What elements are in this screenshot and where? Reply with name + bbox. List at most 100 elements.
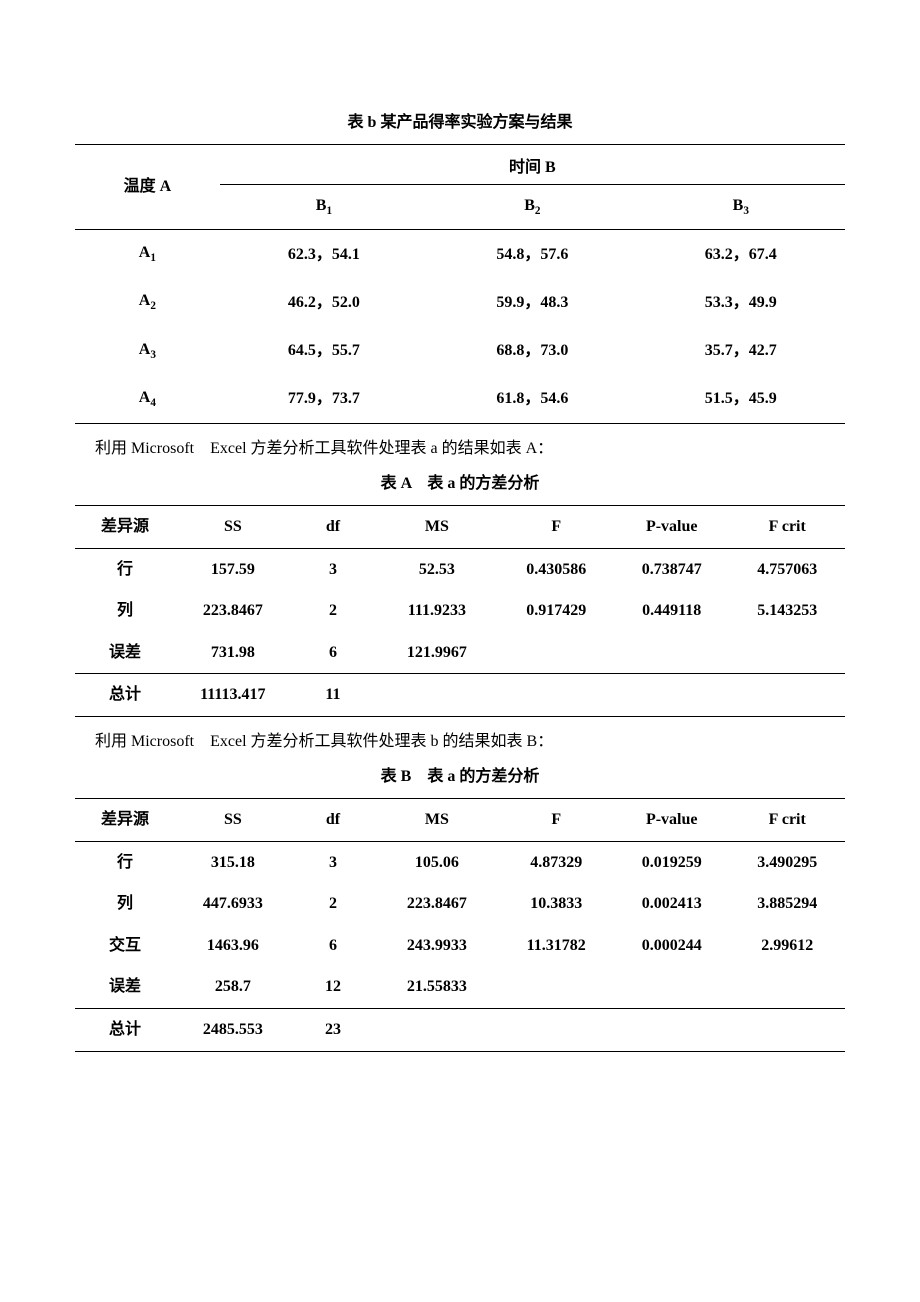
table-row-total: 总计 11113.417 11 — [75, 674, 845, 717]
col-b1: B1 — [220, 185, 428, 230]
cell — [729, 674, 845, 717]
cell: 3 — [291, 841, 376, 883]
table-b-data: 温度 A 时间 B B1 B2 B3 A1 62.3，54.1 54.8，57.… — [75, 144, 845, 424]
cell: 51.5，45.9 — [637, 375, 845, 424]
cell: 2 — [291, 883, 376, 925]
col-header: MS — [375, 505, 498, 548]
cell: 23 — [291, 1009, 376, 1052]
cell — [614, 1009, 730, 1052]
row-label: A3 — [75, 327, 220, 375]
cell: 62.3，54.1 — [220, 230, 428, 279]
cell: 10.3833 — [498, 883, 614, 925]
table-row: A3 64.5，55.7 68.8，73.0 35.7，42.7 — [75, 327, 845, 375]
cell: 4.87329 — [498, 841, 614, 883]
intro-text-a: 利用 Microsoft Excel 方差分析工具软件处理表 a 的结果如表 A… — [95, 436, 845, 462]
table-row: A2 46.2，52.0 59.9，48.3 53.3，49.9 — [75, 278, 845, 326]
cell: 1463.96 — [175, 925, 291, 967]
col-b2: B2 — [428, 185, 636, 230]
cell: 误差 — [75, 632, 175, 674]
cell — [614, 632, 730, 674]
table-b-anova: 差异源 SS df MS F P-value F crit 行 315.18 3… — [75, 798, 845, 1052]
cell: 总计 — [75, 1009, 175, 1052]
cell: 731.98 — [175, 632, 291, 674]
cell: 误差 — [75, 966, 175, 1008]
col-header: F crit — [729, 505, 845, 548]
cell: 63.2，67.4 — [637, 230, 845, 279]
cell: 12 — [291, 966, 376, 1008]
cell — [498, 674, 614, 717]
table-row: 列 223.8467 2 111.9233 0.917429 0.449118 … — [75, 590, 845, 632]
cell — [375, 674, 498, 717]
cell: 0.430586 — [498, 548, 614, 590]
cell: 64.5，55.7 — [220, 327, 428, 375]
table-row: 列 447.6933 2 223.8467 10.3833 0.002413 3… — [75, 883, 845, 925]
col-header: SS — [175, 799, 291, 842]
cell: 4.757063 — [729, 548, 845, 590]
cell: 交互 — [75, 925, 175, 967]
intro-text-b: 利用 Microsoft Excel 方差分析工具软件处理表 b 的结果如表 B… — [95, 729, 845, 755]
cell — [729, 632, 845, 674]
cell: 61.8，54.6 — [428, 375, 636, 424]
cell — [375, 1009, 498, 1052]
cell: 105.06 — [375, 841, 498, 883]
table-row: 行 315.18 3 105.06 4.87329 0.019259 3.490… — [75, 841, 845, 883]
table-b-caption: 表 b 某产品得率实验方案与结果 — [75, 110, 845, 136]
cell: 3 — [291, 548, 376, 590]
cell: 行 — [75, 841, 175, 883]
col-header: P-value — [614, 799, 730, 842]
cell — [498, 966, 614, 1008]
cell: 223.8467 — [175, 590, 291, 632]
cell: 258.7 — [175, 966, 291, 1008]
row-label: A2 — [75, 278, 220, 326]
table-a-anova: 差异源 SS df MS F P-value F crit 行 157.59 3… — [75, 505, 845, 717]
col-header: df — [291, 799, 376, 842]
cell: 52.53 — [375, 548, 498, 590]
cell: 2.99612 — [729, 925, 845, 967]
cell: 3.885294 — [729, 883, 845, 925]
cell: 行 — [75, 548, 175, 590]
cell: 77.9，73.7 — [220, 375, 428, 424]
cell: 54.8，57.6 — [428, 230, 636, 279]
cell: 243.9933 — [375, 925, 498, 967]
table-row: A1 62.3，54.1 54.8，57.6 63.2，67.4 — [75, 230, 845, 279]
cell: 列 — [75, 590, 175, 632]
cell: 列 — [75, 883, 175, 925]
cell: 59.9，48.3 — [428, 278, 636, 326]
cell: 总计 — [75, 674, 175, 717]
cell: 6 — [291, 632, 376, 674]
cell: 0.449118 — [614, 590, 730, 632]
col-header: df — [291, 505, 376, 548]
cell: 0.738747 — [614, 548, 730, 590]
cell — [614, 966, 730, 1008]
cell: 315.18 — [175, 841, 291, 883]
cell: 0.917429 — [498, 590, 614, 632]
col-header: SS — [175, 505, 291, 548]
cell — [729, 1009, 845, 1052]
cell: 2485.553 — [175, 1009, 291, 1052]
cell: 223.8467 — [375, 883, 498, 925]
cell: 3.490295 — [729, 841, 845, 883]
table-row: 误差 258.7 12 21.55833 — [75, 966, 845, 1008]
cell — [498, 1009, 614, 1052]
table-row: 交互 1463.96 6 243.9933 11.31782 0.000244 … — [75, 925, 845, 967]
cell — [498, 632, 614, 674]
cell: 11 — [291, 674, 376, 717]
cell: 447.6933 — [175, 883, 291, 925]
cell: 111.9233 — [375, 590, 498, 632]
cell: 11.31782 — [498, 925, 614, 967]
cell: 0.002413 — [614, 883, 730, 925]
cell: 53.3，49.9 — [637, 278, 845, 326]
col-header: 差异源 — [75, 505, 175, 548]
cell: 5.143253 — [729, 590, 845, 632]
col-header: F — [498, 799, 614, 842]
col-header: F crit — [729, 799, 845, 842]
table-a-anova-caption: 表 A 表 a 的方差分析 — [75, 471, 845, 497]
cell — [614, 674, 730, 717]
row-label: A4 — [75, 375, 220, 424]
temp-label: 温度 A — [75, 144, 220, 230]
cell: 11113.417 — [175, 674, 291, 717]
col-header: P-value — [614, 505, 730, 548]
col-b3: B3 — [637, 185, 845, 230]
row-label: A1 — [75, 230, 220, 279]
col-header: 差异源 — [75, 799, 175, 842]
